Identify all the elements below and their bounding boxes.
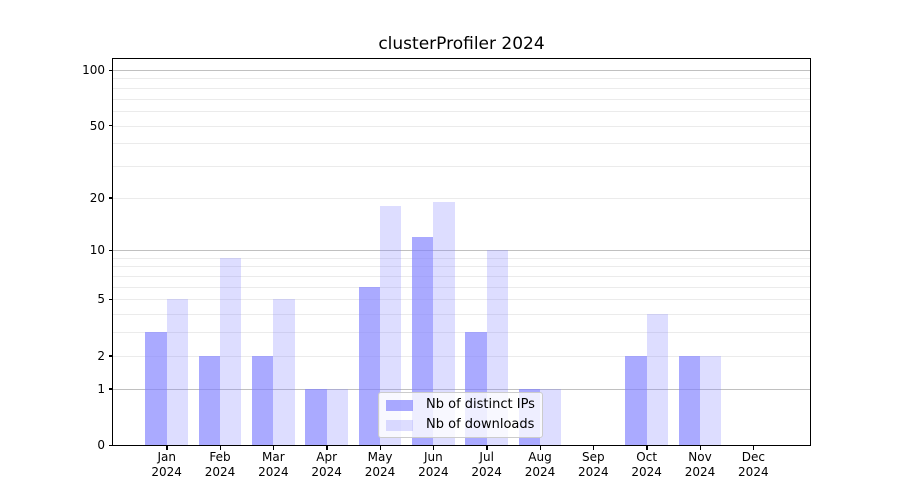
x-tick-mark (219, 446, 221, 450)
bar-jan-distinct-ips (145, 332, 167, 445)
legend-item-downloads: Nb of downloads (386, 416, 542, 434)
minor-gridline (113, 276, 810, 278)
y-tick-mark (109, 388, 113, 390)
legend-item-distinct-ips: Nb of distinct IPs (386, 396, 542, 414)
bar-mar-distinct-ips (252, 355, 274, 445)
plot-area (113, 59, 810, 445)
x-tick-label: Apr 2024 (311, 450, 342, 479)
minor-gridline (113, 314, 810, 316)
minor-gridline (113, 257, 810, 259)
y-tick-mark (109, 197, 113, 199)
legend-swatch-distinct-ips-icon (386, 399, 413, 411)
major-gridline (113, 250, 810, 252)
minor-gridline (113, 143, 810, 145)
y-tick-mark (109, 355, 113, 357)
x-tick-label: Mar 2024 (258, 450, 289, 479)
y-tick-label: 5 (97, 292, 105, 307)
y-tick-label: 50 (89, 118, 105, 133)
x-tick-label: Jan 2024 (151, 450, 182, 479)
legend-label-downloads: Nb of downloads (426, 417, 535, 432)
x-tick-mark (432, 446, 435, 450)
bar-apr-downloads (326, 388, 348, 445)
y-tick-label: 0 (97, 438, 105, 452)
legend-label-distinct-ips: Nb of distinct IPs (426, 397, 535, 412)
y-tick-mark (109, 298, 113, 301)
x-tick-mark (752, 446, 755, 450)
y-tick-mark (109, 69, 113, 71)
x-tick-label: Nov 2024 (684, 450, 716, 479)
minor-gridline (113, 78, 810, 80)
y-tick-mark (109, 444, 113, 446)
x-tick-label: Dec 2024 (738, 450, 769, 479)
minor-gridline (113, 98, 810, 100)
major-gridline (113, 388, 810, 390)
bar-oct-downloads (646, 314, 668, 445)
minor-gridline (113, 87, 810, 89)
x-tick-mark (272, 446, 275, 450)
x-tick-mark (592, 446, 595, 450)
x-tick-mark (379, 446, 381, 450)
y-tick-label: 10 (89, 243, 105, 258)
minor-gridline (113, 266, 810, 268)
minor-gridline (113, 165, 810, 167)
x-tick-label: Feb 2024 (204, 450, 236, 479)
bar-mar-downloads (273, 299, 295, 445)
y-tick-mark (109, 125, 113, 127)
bar-oct-distinct-ips (625, 355, 647, 445)
tick-gridline (113, 197, 810, 199)
x-tick-mark (539, 446, 541, 450)
legend: Nb of distinct IPs Nb of downloads (378, 392, 543, 438)
x-tick-label: Oct 2024 (631, 450, 662, 479)
bar-jun-downloads (433, 201, 455, 445)
bar-may-distinct-ips (358, 286, 381, 445)
bar-feb-distinct-ips (198, 355, 221, 445)
x-tick-label: Jul 2024 (471, 450, 502, 479)
chart-title: clusterProfiler 2024 (378, 34, 545, 54)
tick-gridline (113, 125, 810, 127)
x-tick-mark (646, 446, 648, 450)
x-tick-mark (166, 446, 168, 450)
y-tick-mark (109, 249, 113, 252)
bar-feb-downloads (220, 257, 242, 445)
minor-gridline (113, 110, 810, 112)
bar-nov-downloads (700, 355, 722, 445)
x-tick-label: Jun 2024 (418, 450, 449, 479)
x-tick-label: Sep 2024 (578, 450, 609, 479)
y-tick-label: 20 (89, 190, 105, 205)
bar-apr-distinct-ips (305, 388, 327, 445)
bar-aug-downloads (540, 388, 562, 445)
bar-may-downloads (380, 205, 402, 445)
bar-jan-downloads (166, 299, 188, 445)
tick-gridline (113, 355, 810, 357)
minor-gridline (113, 332, 810, 334)
x-tick-label: Aug 2024 (524, 450, 556, 479)
legend-swatch-downloads-icon (386, 419, 413, 431)
x-tick-mark (326, 446, 328, 450)
major-gridline (113, 70, 810, 71)
bar-nov-distinct-ips (678, 355, 700, 445)
y-tick-label: 100 (82, 63, 105, 77)
tick-gridline (113, 299, 810, 301)
x-tick-mark (699, 446, 701, 450)
minor-gridline (113, 286, 810, 288)
y-tick-label: 1 (97, 381, 105, 396)
x-tick-mark (486, 446, 488, 450)
x-tick-label: May 2024 (364, 450, 396, 479)
y-tick-label: 2 (97, 348, 105, 363)
